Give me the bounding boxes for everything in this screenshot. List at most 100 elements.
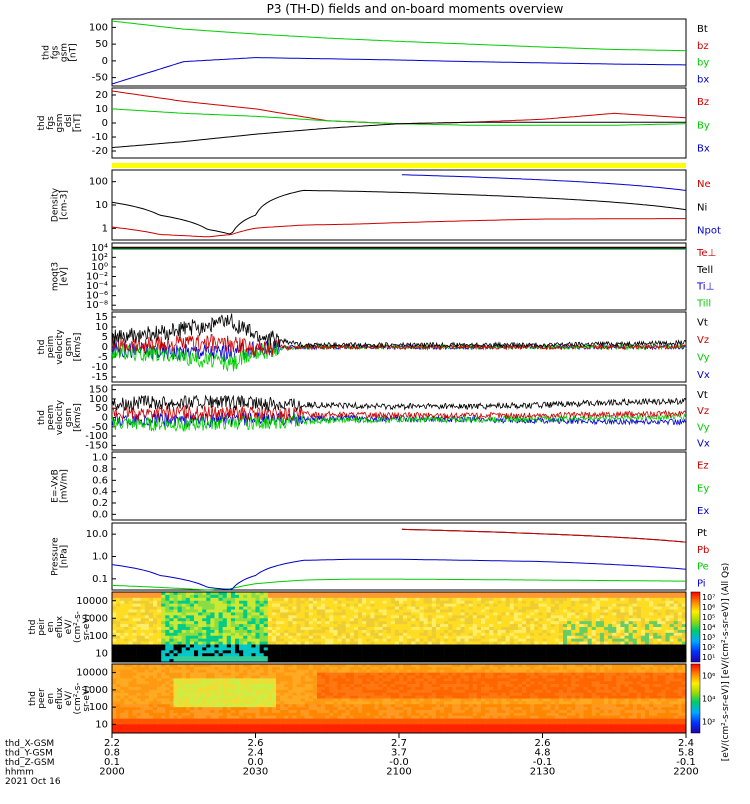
spectrogram-cell [309, 670, 313, 673]
spectrogram-cell [272, 690, 276, 693]
spectrogram-cell [186, 647, 190, 650]
spectrogram-cell [571, 598, 575, 601]
spectrogram-cell [128, 610, 132, 613]
spectrogram-cell [358, 636, 362, 639]
spectrogram-cell [465, 595, 469, 598]
spectrogram-cell [223, 627, 227, 630]
spectrogram-cell [338, 595, 342, 598]
spectrogram-cell [543, 653, 547, 656]
spectrogram-cell [153, 636, 157, 639]
spectrogram-cell [522, 610, 526, 613]
spectrogram-cell [411, 598, 415, 601]
spectrogram-cell [268, 633, 272, 636]
spectrogram-cell [116, 604, 120, 607]
spectrogram-cell [292, 610, 296, 613]
spectrogram-cell [169, 667, 173, 670]
spectrogram-cell [649, 610, 653, 613]
spectrogram-cell [469, 598, 473, 601]
spectrogram-cell [149, 656, 153, 659]
spectrogram-cell [202, 612, 206, 615]
spectrogram-cell [674, 604, 678, 607]
spectrogram-cell [313, 595, 317, 598]
spectrogram-cell [645, 610, 649, 613]
spectrogram-cell [526, 647, 530, 650]
spectrogram-cell [469, 656, 473, 659]
spectrogram-cell [329, 704, 333, 707]
spectrogram-cell [251, 645, 255, 648]
spectrogram-cell [223, 696, 227, 699]
spectrogram-cell [116, 601, 120, 604]
spectrogram-cell [633, 607, 637, 610]
spectrogram-cell [313, 670, 317, 673]
spectrogram-cell [223, 612, 227, 615]
spectrogram-cell [485, 601, 489, 604]
spectrogram-cell [333, 630, 337, 633]
spectrogram-cell [186, 618, 190, 621]
spectrogram-cell [206, 630, 210, 633]
spectrogram-cell [120, 704, 124, 707]
spectrogram-cell [223, 667, 227, 670]
spectrogram-cell [247, 710, 251, 713]
spectrogram-cell [112, 713, 116, 716]
spectrogram-cell [645, 618, 649, 621]
spectrogram-cell [317, 704, 321, 707]
spectrogram-cell [428, 598, 432, 601]
spectrogram-cell [174, 690, 178, 693]
spectrogram-cell [292, 673, 296, 676]
spectrogram-cell [383, 639, 387, 642]
spectrogram-cell [124, 670, 128, 673]
spectrogram-cell [366, 621, 370, 624]
spectrogram-cell [223, 642, 227, 645]
spectrogram-cell [165, 612, 169, 615]
spectrogram-cell [309, 690, 313, 693]
spectrogram-cell [280, 676, 284, 679]
spectrogram-cell [678, 647, 682, 650]
spectrogram-cell [485, 633, 489, 636]
spectrogram-cell [149, 684, 153, 687]
spectrogram-cell [497, 650, 501, 653]
spectrogram-cell [305, 610, 309, 613]
spectrogram-cell [174, 610, 178, 613]
spectrogram-cell [465, 645, 469, 648]
spectrogram-cell [313, 601, 317, 604]
spectrogram-cell [325, 667, 329, 670]
spectrogram-cell [280, 713, 284, 716]
spectrogram-cell [407, 618, 411, 621]
spectrogram-cell [366, 612, 370, 615]
spectrogram-cell [153, 595, 157, 598]
spectrogram-cell [202, 618, 206, 621]
spectrogram-cell [264, 699, 268, 702]
spectrogram-cell [165, 678, 169, 681]
spectrogram-cell [210, 647, 214, 650]
spectrogram-cell [317, 595, 321, 598]
spectrogram-cell [432, 639, 436, 642]
spectrogram-cell [174, 681, 178, 684]
spectrogram-cell [264, 678, 268, 681]
spectrogram-cell [346, 676, 350, 679]
spectrogram-cell [670, 598, 674, 601]
spectrogram-cell [338, 670, 342, 673]
spectrogram-cell [604, 612, 608, 615]
spectrogram-cell [157, 607, 161, 610]
spectrogram-cell [272, 678, 276, 681]
spectrogram-cell [592, 607, 596, 610]
spectrogram-cell [329, 612, 333, 615]
spectrogram-cell [243, 618, 247, 621]
spectrogram-cell [342, 647, 346, 650]
legend-vt: Vt [697, 390, 708, 401]
spectrogram-cell [477, 618, 481, 621]
spectrogram-cell [411, 612, 415, 615]
spectrogram-cell [333, 642, 337, 645]
spectrogram-cell [403, 645, 407, 648]
spectrogram-cell [350, 636, 354, 639]
spectrogram-cell [657, 650, 661, 653]
spectrogram-cell [395, 636, 399, 639]
spectrogram-cell [584, 601, 588, 604]
spectrogram-cell [596, 642, 600, 645]
spectrogram-cell [313, 699, 317, 702]
spectrogram-cell [424, 601, 428, 604]
spectrogram-cell [625, 607, 629, 610]
spectrogram-cell [182, 627, 186, 630]
spectrogram-cell [297, 704, 301, 707]
spectrogram-cell [223, 595, 227, 598]
